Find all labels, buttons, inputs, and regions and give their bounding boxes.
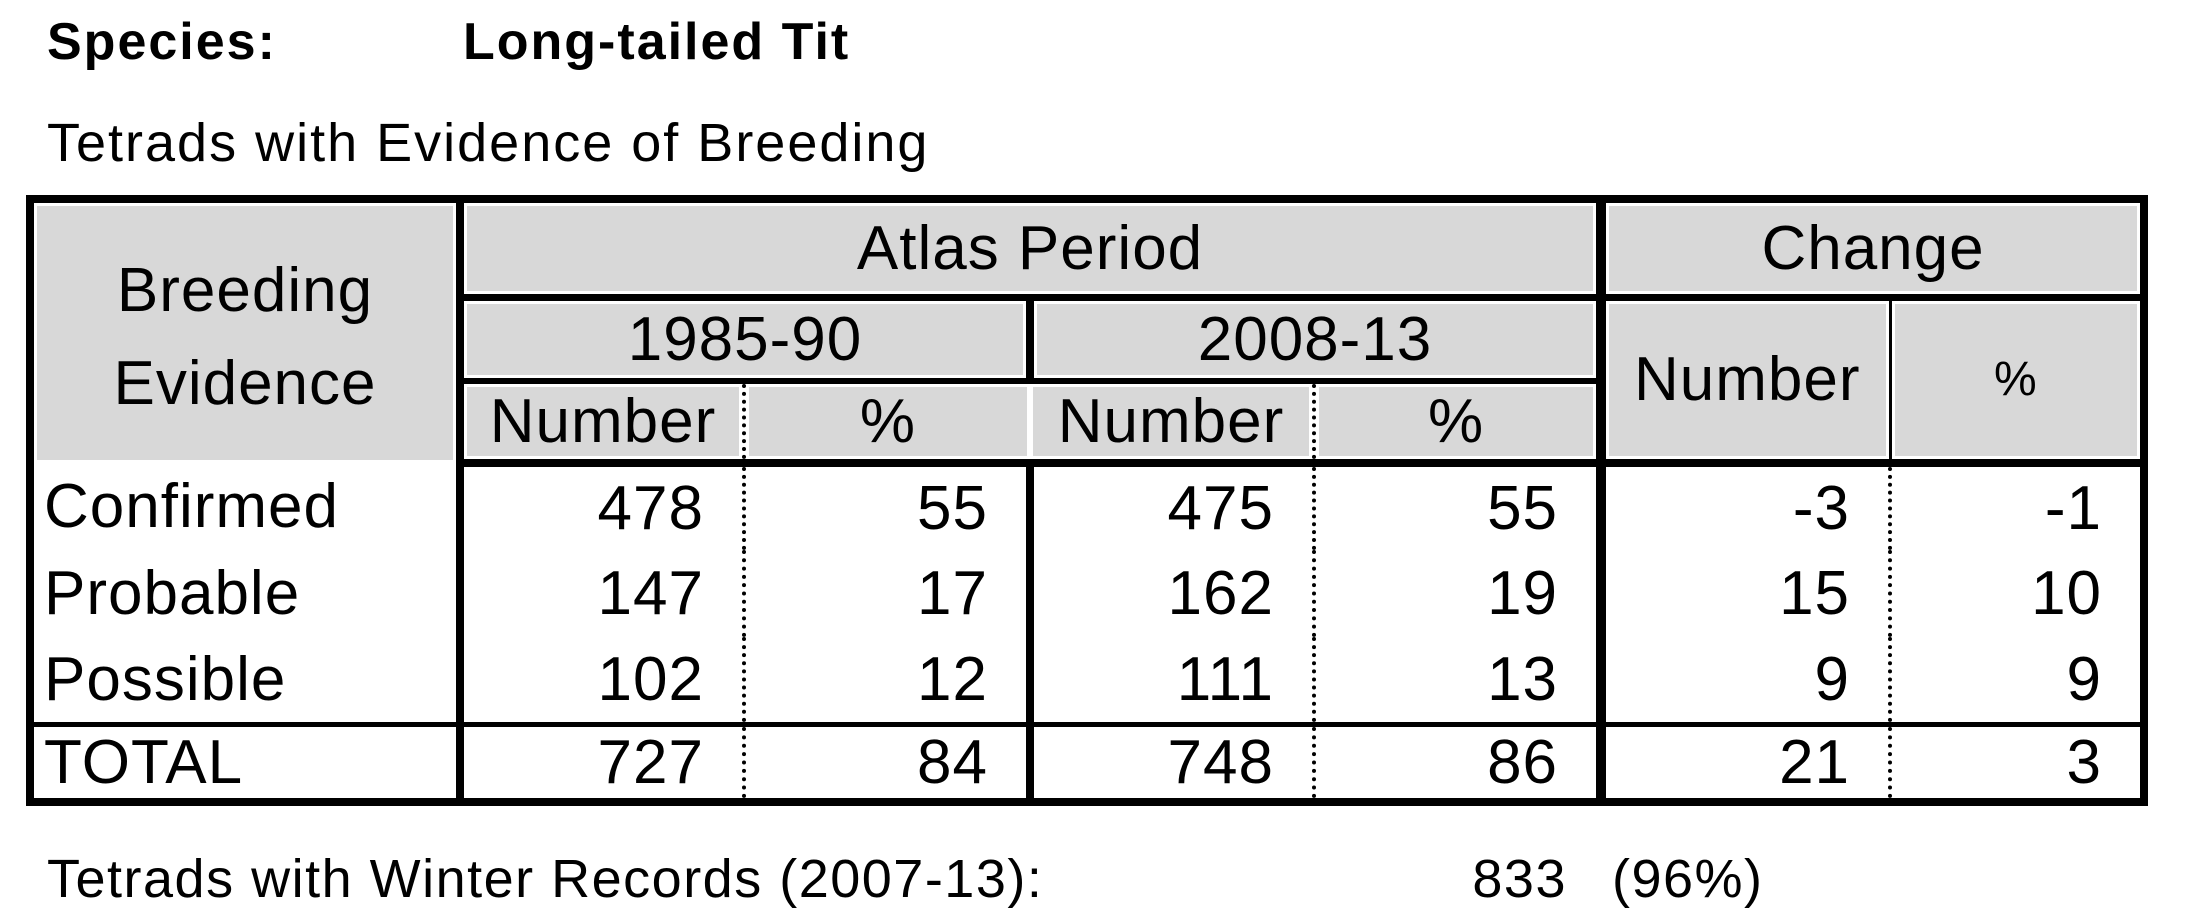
cell-p1-pct: 17 [742, 550, 1030, 637]
cell-change-number: 15 [1596, 550, 1891, 637]
winter-records-value: 833 [1472, 849, 1567, 909]
breeding-header-line1: Breeding [116, 255, 374, 325]
cell-p1-number: 478 [460, 463, 744, 550]
p2-percent-header: % [1311, 381, 1602, 467]
winter-records-percent: (96%) [1612, 849, 1764, 909]
period-2008-13-header: 2008-13 [1025, 297, 1602, 384]
change-number-header: Number [1596, 297, 1891, 467]
header-row-3: Number % Number % [30, 381, 2144, 467]
row-label: Confirmed [30, 463, 464, 550]
breeding-evidence-table: Breeding Evidence Atlas Period Change 19… [26, 195, 2149, 806]
row-confirmed: Confirmed 478 55 475 55 -3 -1 [30, 463, 2145, 550]
cell-p2-pct: 19 [1311, 550, 1602, 637]
cell-change-number: -3 [1596, 463, 1891, 550]
cell-change-number: 21 [1596, 721, 1891, 802]
cell-p2-pct: 86 [1311, 721, 1602, 802]
row-possible: Possible 102 12 111 13 9 9 [30, 637, 2145, 724]
cell-p2-number: 748 [1026, 721, 1314, 802]
row-total: TOTAL 727 84 748 86 21 3 [30, 721, 2145, 802]
cell-p2-pct: 55 [1311, 463, 1602, 550]
cell-p2-number: 475 [1026, 463, 1314, 550]
cell-p2-number: 162 [1026, 550, 1314, 637]
cell-change-pct: 3 [1888, 721, 2145, 802]
cell-p1-number: 727 [460, 721, 744, 802]
cell-p1-pct: 12 [742, 637, 1030, 724]
row-label: Possible [30, 637, 464, 724]
winter-records-footnote: Tetrads with Winter Records (2007-13): 8… [0, 848, 2193, 920]
p1-percent-header: % [742, 381, 1030, 467]
p1-number-header: Number [460, 381, 744, 467]
species-value: Long-tailed Tit [463, 13, 851, 71]
cell-change-number: 9 [1596, 637, 1891, 724]
row-probable: Probable 147 17 162 19 15 10 [30, 550, 2145, 637]
cell-p1-number: 147 [460, 550, 744, 637]
change-percent-header: % [1888, 297, 2145, 467]
p2-number-header: Number [1030, 381, 1314, 467]
cell-p2-number: 111 [1026, 637, 1314, 724]
breeding-evidence-header: Breeding Evidence [30, 199, 464, 463]
row-label: Probable [30, 550, 464, 637]
row-label: TOTAL [30, 721, 464, 802]
period-1985-90-header: 1985-90 [460, 297, 1030, 384]
cell-p1-number: 102 [460, 637, 744, 724]
breeding-header-line2: Evidence [113, 349, 377, 418]
page-title: Species: Long-tailed Tit [47, 12, 850, 72]
cell-change-pct: 10 [1888, 550, 2145, 637]
winter-records-label: Tetrads with Winter Records (2007-13): [47, 849, 1044, 909]
species-label: Species: [47, 13, 277, 71]
cell-change-pct: 9 [1888, 637, 2145, 724]
header-row-2: 1985-90 2008-13 Number % [30, 297, 2145, 467]
change-header: Change [1596, 199, 2145, 301]
cell-p2-pct: 13 [1311, 637, 1602, 724]
cell-change-pct: -1 [1888, 463, 2145, 550]
cell-p1-pct: 84 [742, 721, 1030, 802]
cell-p1-pct: 55 [742, 463, 1030, 550]
atlas-period-header: Atlas Period [460, 199, 1602, 301]
table-subtitle: Tetrads with Evidence of Breeding [47, 113, 930, 173]
header-row-1: Breeding Evidence Atlas Period Change [30, 199, 2145, 463]
